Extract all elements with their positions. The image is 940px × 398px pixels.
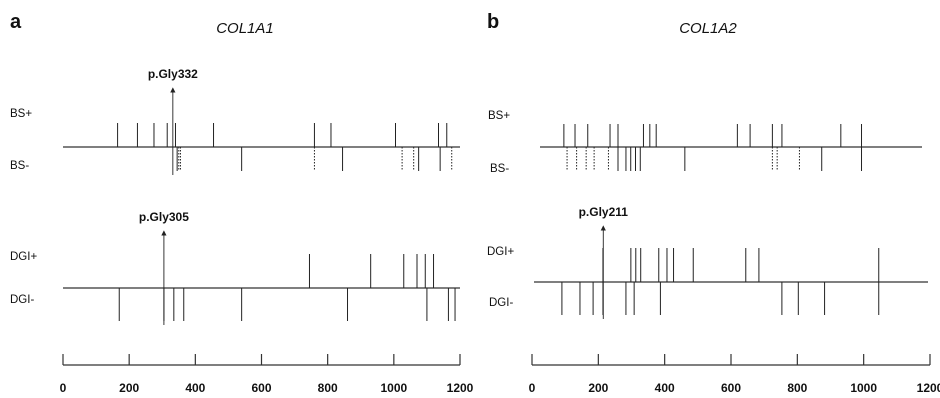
panel-a-bs-lower-label: BS-: [10, 160, 29, 172]
panel-a-bs-upper-label: BS+: [10, 108, 32, 120]
panel-a-axis-tick-label: 1200: [447, 381, 474, 395]
panel-b-axis-tick-label: 0: [529, 381, 536, 395]
panel-a-axis-tick-label: 1000: [380, 381, 407, 395]
panel-b-dgi-upper-label: DGI+: [487, 246, 514, 258]
panel-a: a COL1A1 BS+ BS- DGI+ DGI- p.Gly332p.Gly…: [10, 11, 474, 395]
panel-a-axis-tick-label: 200: [119, 381, 139, 395]
panel-b-dgi-lower-label: DGI-: [489, 297, 513, 309]
panel-b-bs-upper-label: BS+: [488, 110, 510, 122]
panel-a-bs-callout-label: p.Gly332: [148, 67, 198, 81]
panel-b-gene-title: COL1A2: [679, 20, 737, 37]
panel-a-marks: p.Gly332 p.Gly305 0 200 400 600 800 1000 1200: [60, 67, 474, 395]
panel-b-axis-tick-label: 200: [588, 381, 608, 395]
panel-a-axis-tick-label: 800: [318, 381, 338, 395]
panel-b-marks: p.Gly211 0 200 400 600 800 1000 1200: [529, 124, 940, 395]
panel-b-axis-tick-label: 1200: [917, 381, 940, 395]
panel-a-letter: a: [10, 11, 22, 33]
panel-b-axis-tick-label: 800: [787, 381, 807, 395]
panel-b-dgi-callout-label: p.Gly211: [579, 205, 629, 219]
panel-a-axis-tick-label: 0: [60, 381, 67, 395]
panel-b-axis-tick-label: 1000: [850, 381, 877, 395]
panel-b: b COL1A2 BS+ BS- DGI+ DGI- p.Gly211 0 200 4…: [487, 11, 940, 395]
panel-a-gene-title: COL1A1: [216, 20, 274, 37]
panel-a-axis-tick-label: 400: [185, 381, 205, 395]
panel-a-axis-tick-label: 600: [251, 381, 271, 395]
panel-b-axis-tick-label: 400: [655, 381, 675, 395]
panel-b-bs-lower-label: BS-: [490, 163, 509, 175]
panel-b-letter: b: [487, 11, 499, 33]
panel-a-dgi-lower-label: DGI-: [10, 294, 34, 306]
panel-b-axis-tick-label: 600: [721, 381, 741, 395]
panel-a-dgi-upper-label: DGI+: [10, 251, 37, 263]
panel-a-dgi-callout-label: p.Gly305: [139, 210, 189, 224]
